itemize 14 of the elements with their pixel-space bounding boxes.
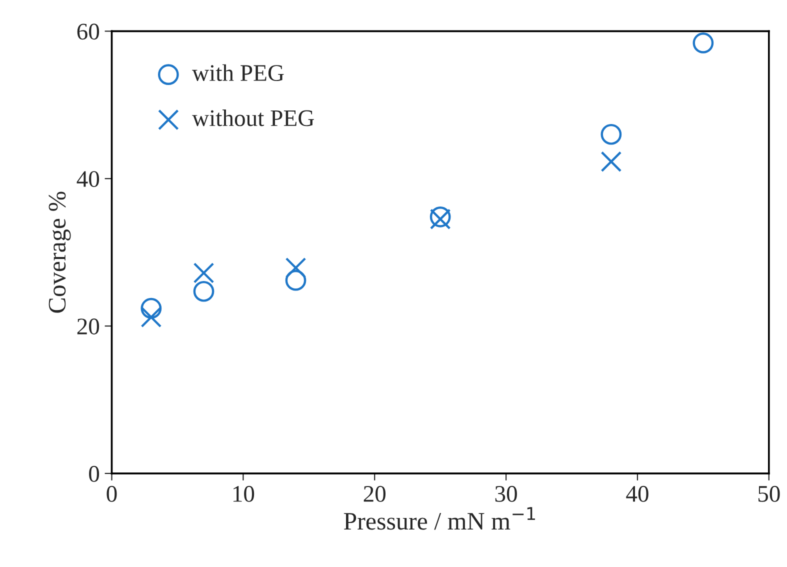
x-tick-label: 40 [626,486,648,502]
x-tick-label: 30 [495,486,517,502]
x-tick-label: 0 [106,486,117,502]
y-tick-label: 40 [76,171,100,188]
legend-label: with PEG [192,64,284,81]
y-tick-label: 60 [77,24,100,40]
y-tick-label: 0 [89,466,100,482]
x-axis-title: Pressure / mN m$^{−1}$ [344,507,535,530]
legend-label: without PEG [192,110,314,126]
y-axis-title: Coverage % [48,192,71,313]
x-tick-label: 50 [758,486,780,502]
x-tick-label: 10 [233,486,254,502]
y-tick-label: 20 [77,318,100,334]
x-tick-label: 20 [364,486,386,502]
